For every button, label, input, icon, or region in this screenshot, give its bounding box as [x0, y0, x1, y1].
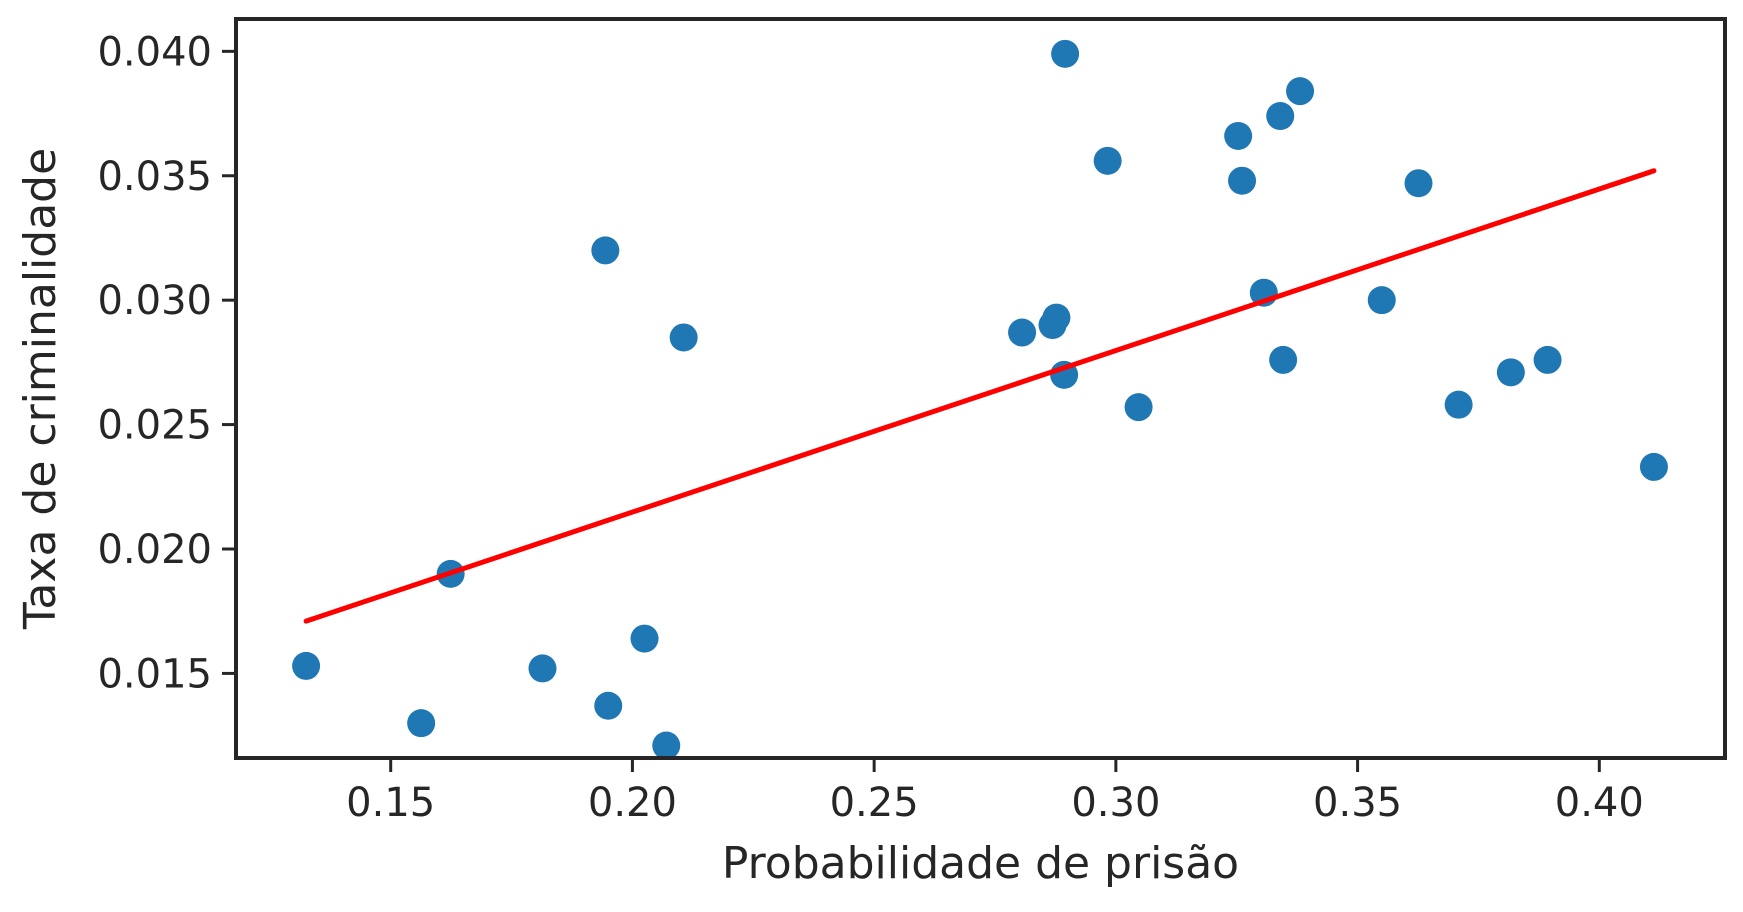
data-point-14	[1051, 39, 1080, 68]
data-point-20	[1266, 102, 1295, 131]
data-point-23	[1367, 286, 1396, 315]
y-axis-ticks: 0.015 0.020 0.025 0.030 0.035 0.040	[97, 29, 236, 697]
data-point-28	[1639, 452, 1668, 481]
data-point-2	[407, 709, 436, 738]
data-point-25	[1444, 390, 1473, 419]
data-point-27	[1533, 345, 1562, 374]
x-tick-label-2: 0.20	[588, 780, 677, 826]
data-point-8	[652, 731, 681, 760]
fit-line-group	[303, 168, 1657, 624]
y-tick-label-5: 0.035	[97, 154, 212, 200]
data-point-1	[292, 651, 321, 680]
y-tick-label-1: 0.015	[97, 651, 212, 697]
y-tick-label-4: 0.030	[97, 278, 212, 324]
data-point-15	[1093, 146, 1122, 175]
data-point-12	[1042, 303, 1071, 332]
x-tick-label-1: 0.15	[346, 780, 435, 826]
regression-line	[303, 168, 1657, 624]
x-tick-label-5: 0.35	[1313, 780, 1402, 826]
data-point-18	[1228, 166, 1257, 195]
data-point-17	[1224, 121, 1253, 150]
data-point-22	[1286, 77, 1315, 106]
data-point-5	[591, 236, 620, 265]
y-tick-label-3: 0.025	[97, 403, 212, 449]
x-axis-label: Probabilidade de prisão	[722, 838, 1239, 889]
data-point-4	[528, 654, 557, 683]
data-point-10	[1008, 318, 1037, 347]
scatter-points	[292, 39, 1668, 760]
y-axis-label: Taxa de criminalidade	[15, 148, 66, 630]
data-point-21	[1269, 345, 1298, 374]
data-point-7	[630, 624, 659, 653]
data-point-16	[1124, 393, 1153, 422]
data-point-6	[594, 691, 623, 720]
x-tick-label-6: 0.40	[1555, 780, 1644, 826]
data-point-26	[1496, 358, 1525, 387]
y-tick-label-6: 0.040	[97, 29, 212, 75]
x-axis-ticks: 0.15 0.20 0.25 0.30 0.35 0.40	[346, 758, 1644, 826]
x-tick-label-3: 0.25	[830, 780, 919, 826]
data-point-9	[669, 323, 698, 352]
y-tick-label-2: 0.020	[97, 527, 212, 573]
plot-frame	[234, 17, 1727, 760]
data-point-24	[1404, 169, 1433, 198]
x-tick-label-4: 0.30	[1071, 780, 1160, 826]
